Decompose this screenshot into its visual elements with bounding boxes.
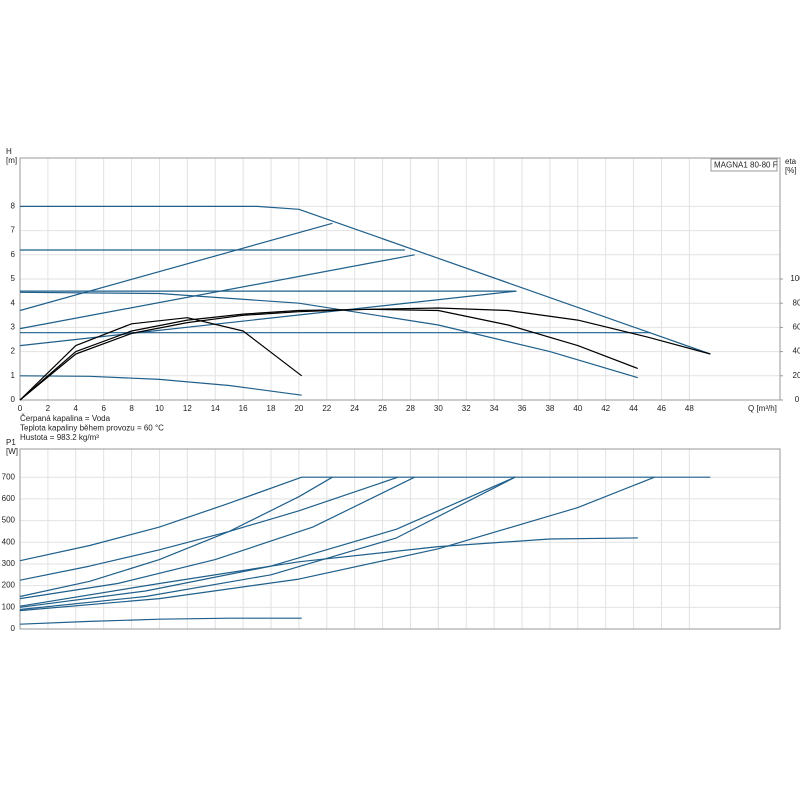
x-tick-label: 44 xyxy=(629,404,638,413)
curve xyxy=(19,476,711,562)
x-tick-label: 38 xyxy=(545,404,554,413)
y-axis-label: [m] xyxy=(6,156,17,165)
curve xyxy=(19,222,333,312)
y-tick-label: 700 xyxy=(2,472,16,481)
x-tick-label: 10 xyxy=(155,404,164,413)
curve xyxy=(19,308,639,401)
y-axis-label: H xyxy=(6,147,12,156)
y-tick-label: 4 xyxy=(11,298,16,307)
x-tick-label: 18 xyxy=(267,404,276,413)
x-tick-label: 30 xyxy=(434,404,443,413)
x-tick-label: 4 xyxy=(74,404,79,413)
y-tick-label: 7 xyxy=(11,226,16,235)
curve xyxy=(19,254,415,330)
x-tick-label: 6 xyxy=(101,404,106,413)
y2-tick-label: 100 xyxy=(790,274,800,283)
y-tick-label: 1 xyxy=(11,371,16,380)
curve xyxy=(19,476,415,600)
x-tick-label: 8 xyxy=(129,404,134,413)
x-tick-label: 40 xyxy=(573,404,582,413)
fluid-note: Čerpaná kapalina = Voda xyxy=(20,414,111,423)
x-tick-label: 42 xyxy=(601,404,610,413)
plot-frame xyxy=(19,157,781,401)
x-tick-label: 26 xyxy=(378,404,387,413)
y2-tick-label: 80 xyxy=(793,298,800,307)
y-axis-label: [W] xyxy=(6,447,18,456)
x-tick-label: 32 xyxy=(462,404,471,413)
y2-tick-label: 0 xyxy=(795,395,800,404)
y-tick-label: 6 xyxy=(11,250,16,259)
x-tick-label: 2 xyxy=(46,404,51,413)
fluid-note: Hustota = 983.2 kg/m³ xyxy=(20,433,99,442)
curve xyxy=(19,476,655,612)
curve xyxy=(19,375,302,396)
fluid-note: Teplota kapaliny během provozu = 60 °C xyxy=(20,424,164,433)
curve xyxy=(19,476,516,611)
curve xyxy=(19,476,399,581)
y2-axis-label: [%] xyxy=(785,166,797,175)
x-tick-label: 34 xyxy=(490,404,499,413)
x-tick-label: 46 xyxy=(657,404,666,413)
x-tick-label: 28 xyxy=(406,404,415,413)
x-tick-label: 0 xyxy=(18,404,23,413)
y-tick-label: 200 xyxy=(2,581,16,590)
curve xyxy=(19,291,638,379)
x-tick-label: 14 xyxy=(211,404,220,413)
y-tick-label: 5 xyxy=(11,274,16,283)
y-tick-label: 0 xyxy=(11,624,16,633)
curve xyxy=(20,205,711,355)
y-tick-label: 100 xyxy=(2,602,16,611)
y-tick-label: 3 xyxy=(11,323,16,332)
curve xyxy=(19,307,711,401)
y-axis-label: P1 xyxy=(6,438,16,447)
curve xyxy=(19,476,333,598)
x-tick-label: 12 xyxy=(183,404,192,413)
annotation: MAGNA1 80-80 F xyxy=(714,161,778,170)
y2-tick-label: 20 xyxy=(793,371,800,380)
x-tick-label: 24 xyxy=(350,404,359,413)
annotation-box xyxy=(710,158,778,172)
y-tick-label: 0 xyxy=(11,395,16,404)
y2-tick-label: 40 xyxy=(793,347,800,356)
y-tick-label: 500 xyxy=(2,516,16,525)
x-tick-label: 22 xyxy=(322,404,331,413)
x-tick-label: 20 xyxy=(294,404,303,413)
x-tick-label: 36 xyxy=(518,404,527,413)
y2-tick-label: 60 xyxy=(793,323,800,332)
plot-frame xyxy=(19,448,781,630)
x-axis-label: Q [m³/h] xyxy=(748,404,777,413)
x-tick-label: 48 xyxy=(685,404,694,413)
curve xyxy=(19,617,302,625)
y-tick-label: 8 xyxy=(11,202,16,211)
y-tick-label: 400 xyxy=(2,537,16,546)
y-tick-label: 600 xyxy=(2,494,16,503)
curve xyxy=(19,537,638,607)
y2-axis-label: eta xyxy=(785,157,797,166)
y-tick-label: 2 xyxy=(11,347,16,356)
y-tick-label: 300 xyxy=(2,559,16,568)
curve xyxy=(19,290,517,347)
x-tick-label: 16 xyxy=(239,404,248,413)
curve xyxy=(19,317,303,401)
